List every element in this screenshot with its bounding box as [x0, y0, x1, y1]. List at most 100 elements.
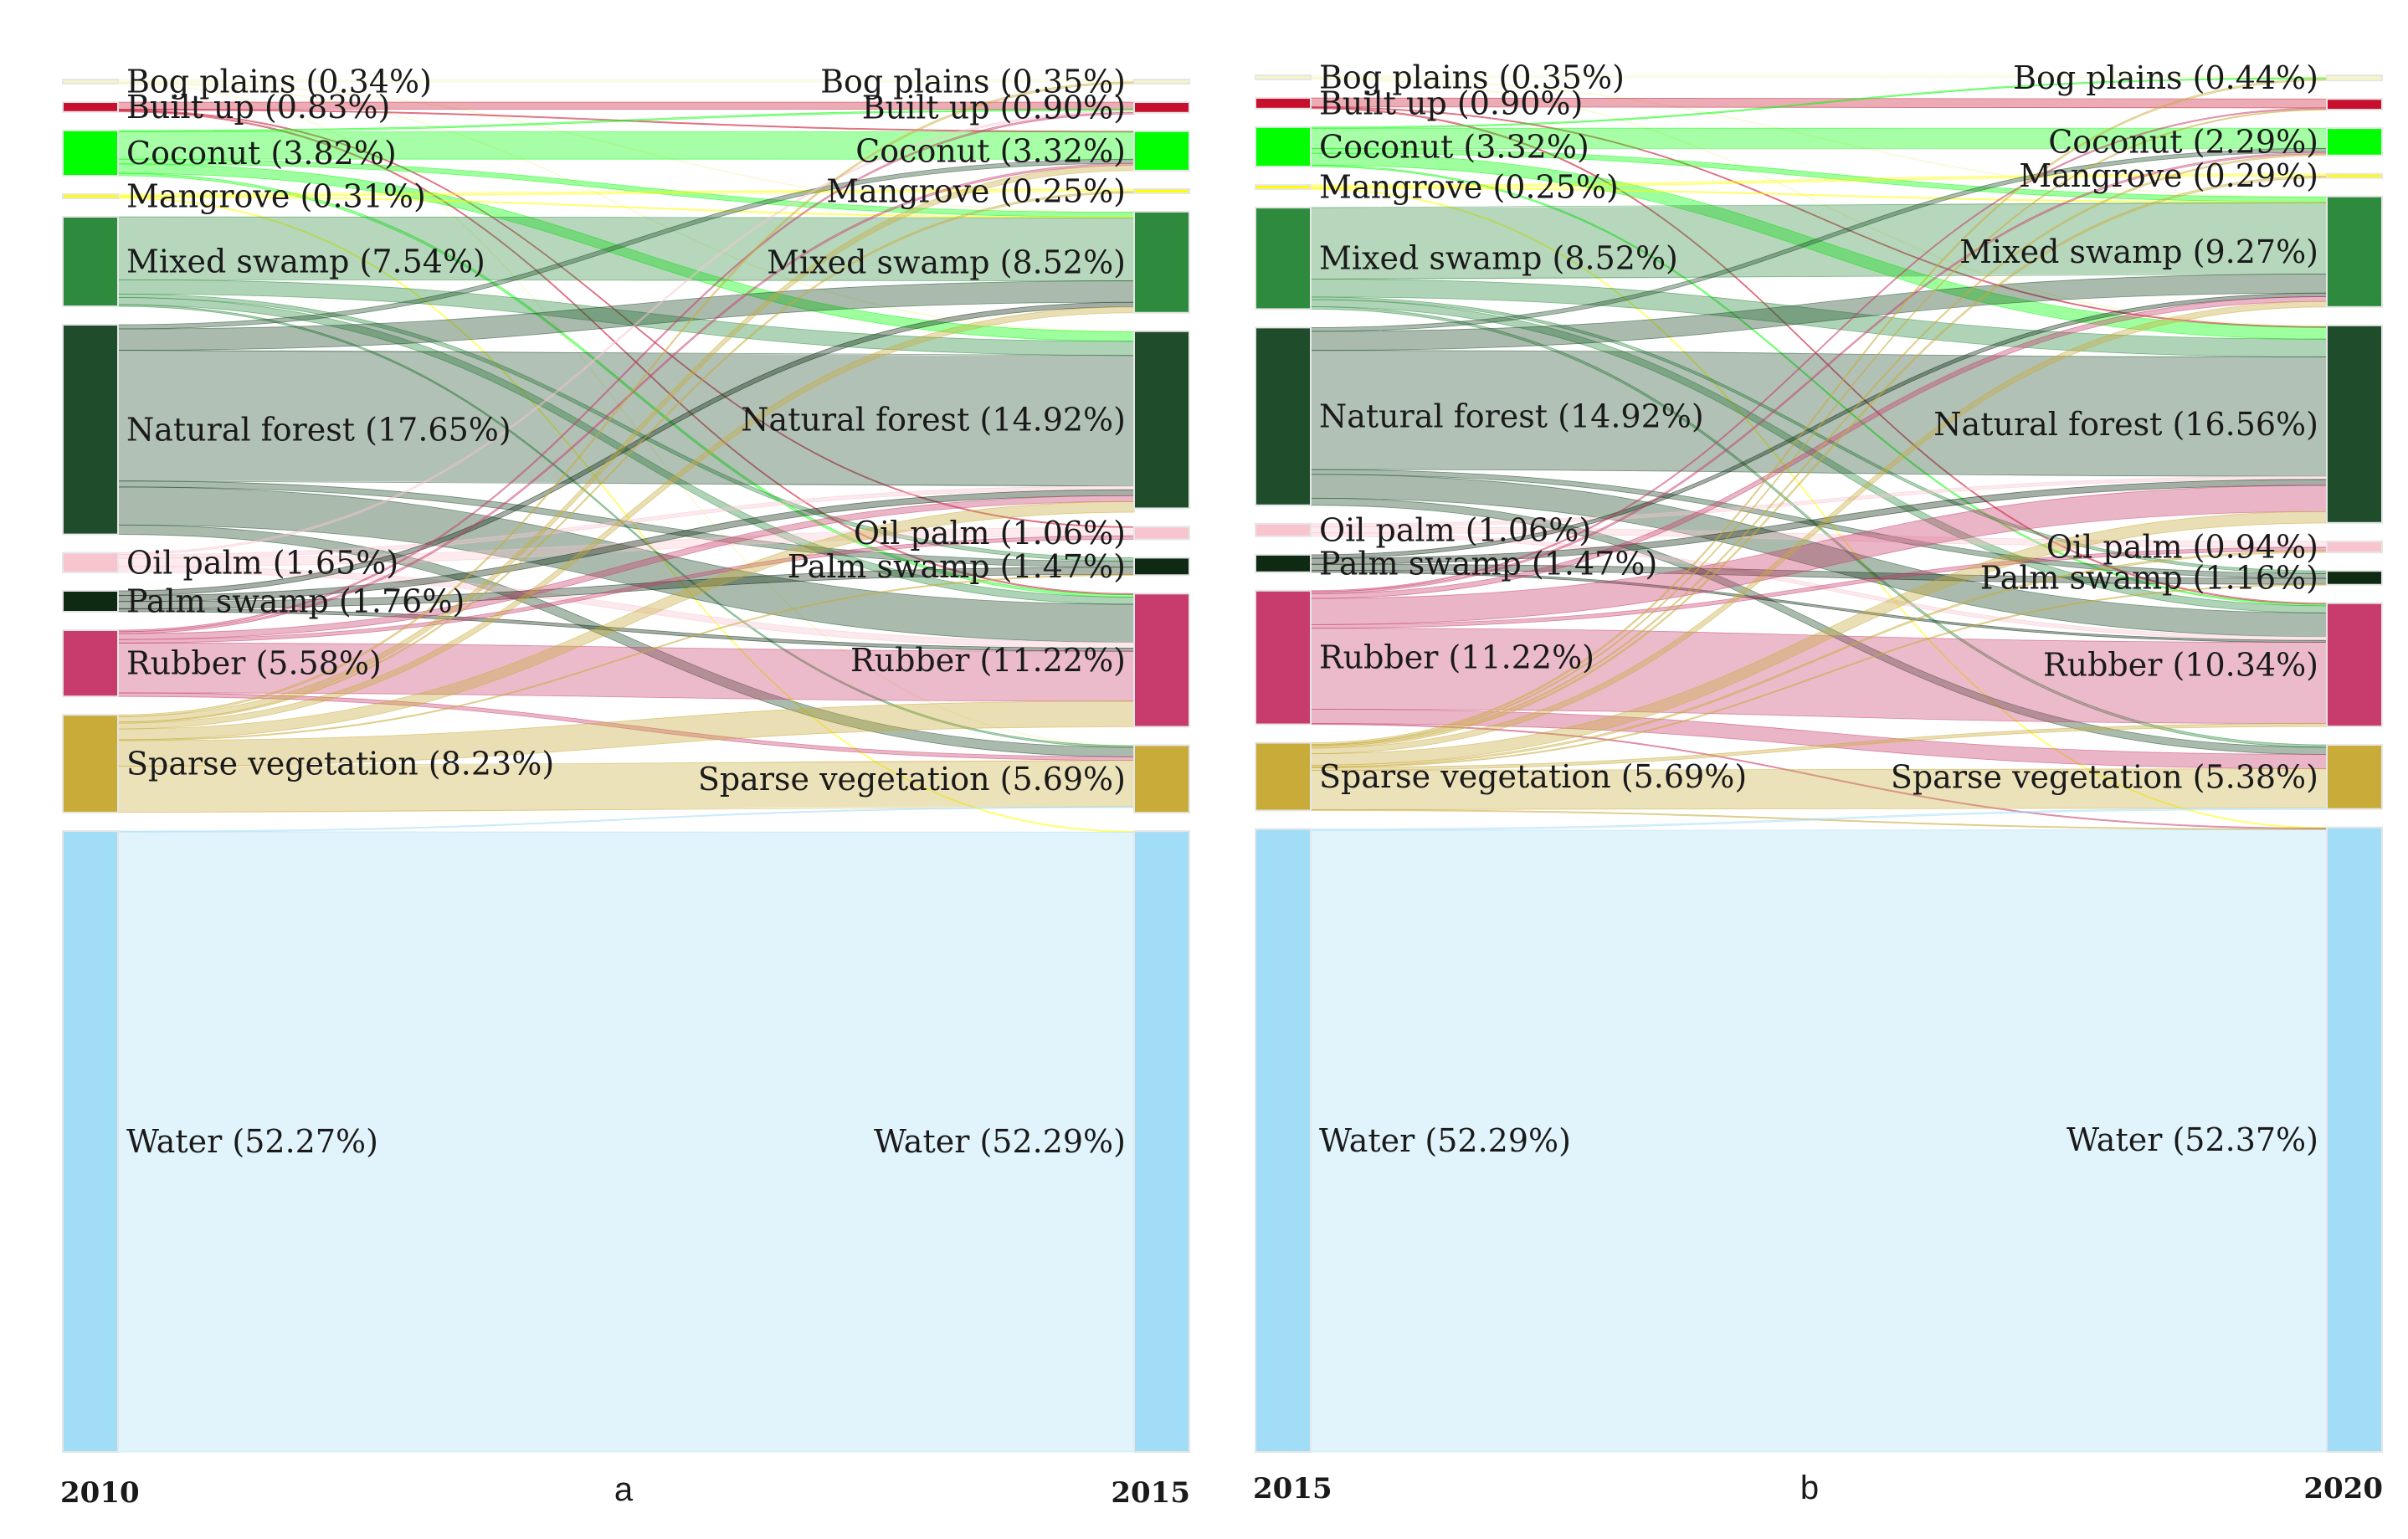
node-right-rubber [1133, 593, 1190, 728]
node-right-water [2326, 826, 2383, 1453]
node-right-water [1133, 830, 1190, 1453]
label-right-oil-palm: Oil palm (1.06%) [854, 515, 1126, 551]
panel-a-to-year: 2015 [1111, 1476, 1190, 1510]
node-right-oil-palm [2326, 540, 2383, 554]
node-right-bog-plains [1133, 79, 1190, 85]
node-right-mangrove [2326, 172, 2383, 179]
sankey-panel-a: Bog plains (0.34%)Built up (0.83%) Coconu… [60, 64, 1190, 1510]
node-left-natural-forest [1255, 326, 1312, 506]
panel-a-from-year: 2010 [60, 1476, 140, 1510]
node-right-mixed-swamp [1133, 210, 1190, 314]
node-right-sparse-vegetation [2326, 744, 2383, 810]
node-right-coconut [2326, 127, 2383, 156]
label-right-rubber: Rubber (11.22%) [850, 642, 1126, 679]
node-left-palm-swamp [1255, 553, 1312, 573]
link-rubber-to-built-up [117, 111, 1135, 633]
panel-b-to-year: 2020 [2303, 1472, 2383, 1506]
node-right-built-up [1133, 101, 1190, 114]
label-left-rubber: Rubber (5.58%) [126, 645, 382, 682]
node-right-mixed-swamp [2326, 195, 2383, 308]
node-right-oil-palm [1133, 526, 1190, 541]
label-left-mangrove: Mangrove (0.31%) [126, 178, 426, 215]
node-left-mangrove [1255, 184, 1312, 191]
label-left-bog-plains: Bog plains (0.34%) [126, 64, 432, 100]
label-right-palm-swamp: Palm swamp (1.47%) [788, 548, 1126, 585]
label-right-water: Water (52.29%) [874, 1123, 1126, 1160]
label-left-coconut: Coconut (3.82%) [126, 135, 397, 172]
node-right-coconut [1133, 130, 1190, 172]
label-right-palm-swamp: Palm swamp (1.16%) [1980, 559, 2318, 596]
label-left-sparse-vegetation: Sparse vegetation (5.69%) [1319, 758, 1747, 795]
label-right-mixed-swamp: Mixed swamp (9.27%) [1959, 233, 2318, 270]
label-left-palm-swamp: Palm swamp (1.47%) [1319, 545, 1657, 582]
node-left-water [62, 830, 119, 1453]
label-right-bog-plains: Bog plains (0.35%) [820, 64, 1126, 100]
node-left-rubber [62, 628, 119, 698]
node-left-sparse-vegetation [1255, 741, 1312, 812]
label-right-water: Water (52.37%) [2067, 1121, 2318, 1158]
node-left-mixed-swamp [1255, 207, 1312, 310]
panel-a-links [117, 79, 1135, 1453]
label-left-bog-plains: Bog plains (0.35%) [1319, 59, 1625, 96]
label-left-water: Water (52.29%) [1319, 1122, 1571, 1159]
node-left-mixed-swamp [62, 216, 119, 308]
panel-b-labels: Bog plains (0.35%)Built up (0.90%) Coconu… [1319, 59, 2318, 1159]
panel-b-links [1310, 74, 2328, 1453]
label-left-coconut: Coconut (3.32%) [1319, 128, 1589, 165]
label-right-built-up: Built up (0.90%) [862, 89, 1126, 126]
node-left-built-up [1255, 97, 1312, 110]
label-right-sparse-vegetation: Sparse vegetation (5.38%) [1891, 758, 2318, 795]
node-left-built-up [62, 101, 119, 113]
label-left-oil-palm: Oil palm (1.06%) [1319, 511, 1591, 548]
panel-a-nodes [62, 79, 1190, 1453]
link-sparse-vegetation-to-natural-forest [117, 500, 1135, 741]
node-left-oil-palm [1255, 522, 1312, 537]
label-right-rubber: Rubber (10.34%) [2043, 646, 2318, 683]
label-left-built-up: Built up (0.83%) [126, 89, 390, 126]
node-right-palm-swamp [2326, 570, 2383, 586]
label-right-sparse-vegetation: Sparse vegetation (5.69%) [698, 761, 1126, 798]
node-left-oil-palm [62, 551, 119, 574]
node-right-natural-forest [1133, 330, 1190, 510]
label-left-mixed-swamp: Mixed swamp (8.52%) [1319, 240, 1678, 277]
label-left-rubber: Rubber (11.22%) [1319, 639, 1594, 676]
panel-b-from-year: 2015 [1253, 1472, 1332, 1506]
label-left-natural-forest: Natural forest (14.92%) [1319, 398, 1704, 435]
label-right-coconut: Coconut (2.29%) [2048, 123, 2318, 160]
label-left-natural-forest: Natural forest (17.65%) [126, 411, 511, 448]
node-left-palm-swamp [62, 590, 119, 613]
panel-b-nodes [1255, 74, 2383, 1453]
node-right-rubber [2326, 602, 2383, 728]
panel-b-label: b [1800, 1470, 1819, 1506]
label-right-natural-forest: Natural forest (14.92%) [741, 402, 1126, 439]
label-right-coconut: Coconut (3.32%) [855, 132, 1126, 169]
label-right-mangrove: Mangrove (0.25%) [826, 172, 1126, 209]
label-right-mixed-swamp: Mixed swamp (8.52%) [767, 244, 1126, 280]
panel-a-labels: Bog plains (0.34%)Built up (0.83%) Coconu… [126, 64, 1126, 1161]
node-left-mangrove [62, 193, 119, 200]
label-right-bog-plains: Bog plains (0.44%) [2013, 59, 2318, 96]
label-left-sparse-vegetation: Sparse vegetation (8.23%) [126, 746, 554, 782]
label-left-mixed-swamp: Mixed swamp (7.54%) [126, 244, 485, 280]
node-left-sparse-vegetation [62, 714, 119, 814]
node-left-coconut [62, 129, 119, 177]
node-right-natural-forest [2326, 324, 2383, 524]
node-left-natural-forest [62, 324, 119, 536]
label-left-water: Water (52.27%) [126, 1123, 378, 1160]
node-right-palm-swamp [1133, 557, 1190, 577]
node-right-sparse-vegetation [1133, 744, 1190, 814]
node-right-bog-plains [2326, 74, 2383, 82]
node-left-bog-plains [1255, 74, 1312, 80]
node-left-water [1255, 828, 1312, 1453]
label-right-oil-palm: Oil palm (0.94%) [2046, 528, 2318, 565]
panel-a-label: a [614, 1471, 634, 1508]
label-left-palm-swamp: Palm swamp (1.76%) [126, 582, 465, 619]
node-right-built-up [2326, 98, 2383, 111]
label-right-mangrove: Mangrove (0.29%) [2019, 157, 2318, 194]
node-right-mangrove [1133, 187, 1190, 194]
node-left-rubber [1255, 589, 1312, 726]
node-left-bog-plains [62, 79, 119, 85]
label-left-mangrove: Mangrove (0.25%) [1319, 169, 1619, 206]
label-left-built-up: Built up (0.90%) [1319, 85, 1583, 121]
